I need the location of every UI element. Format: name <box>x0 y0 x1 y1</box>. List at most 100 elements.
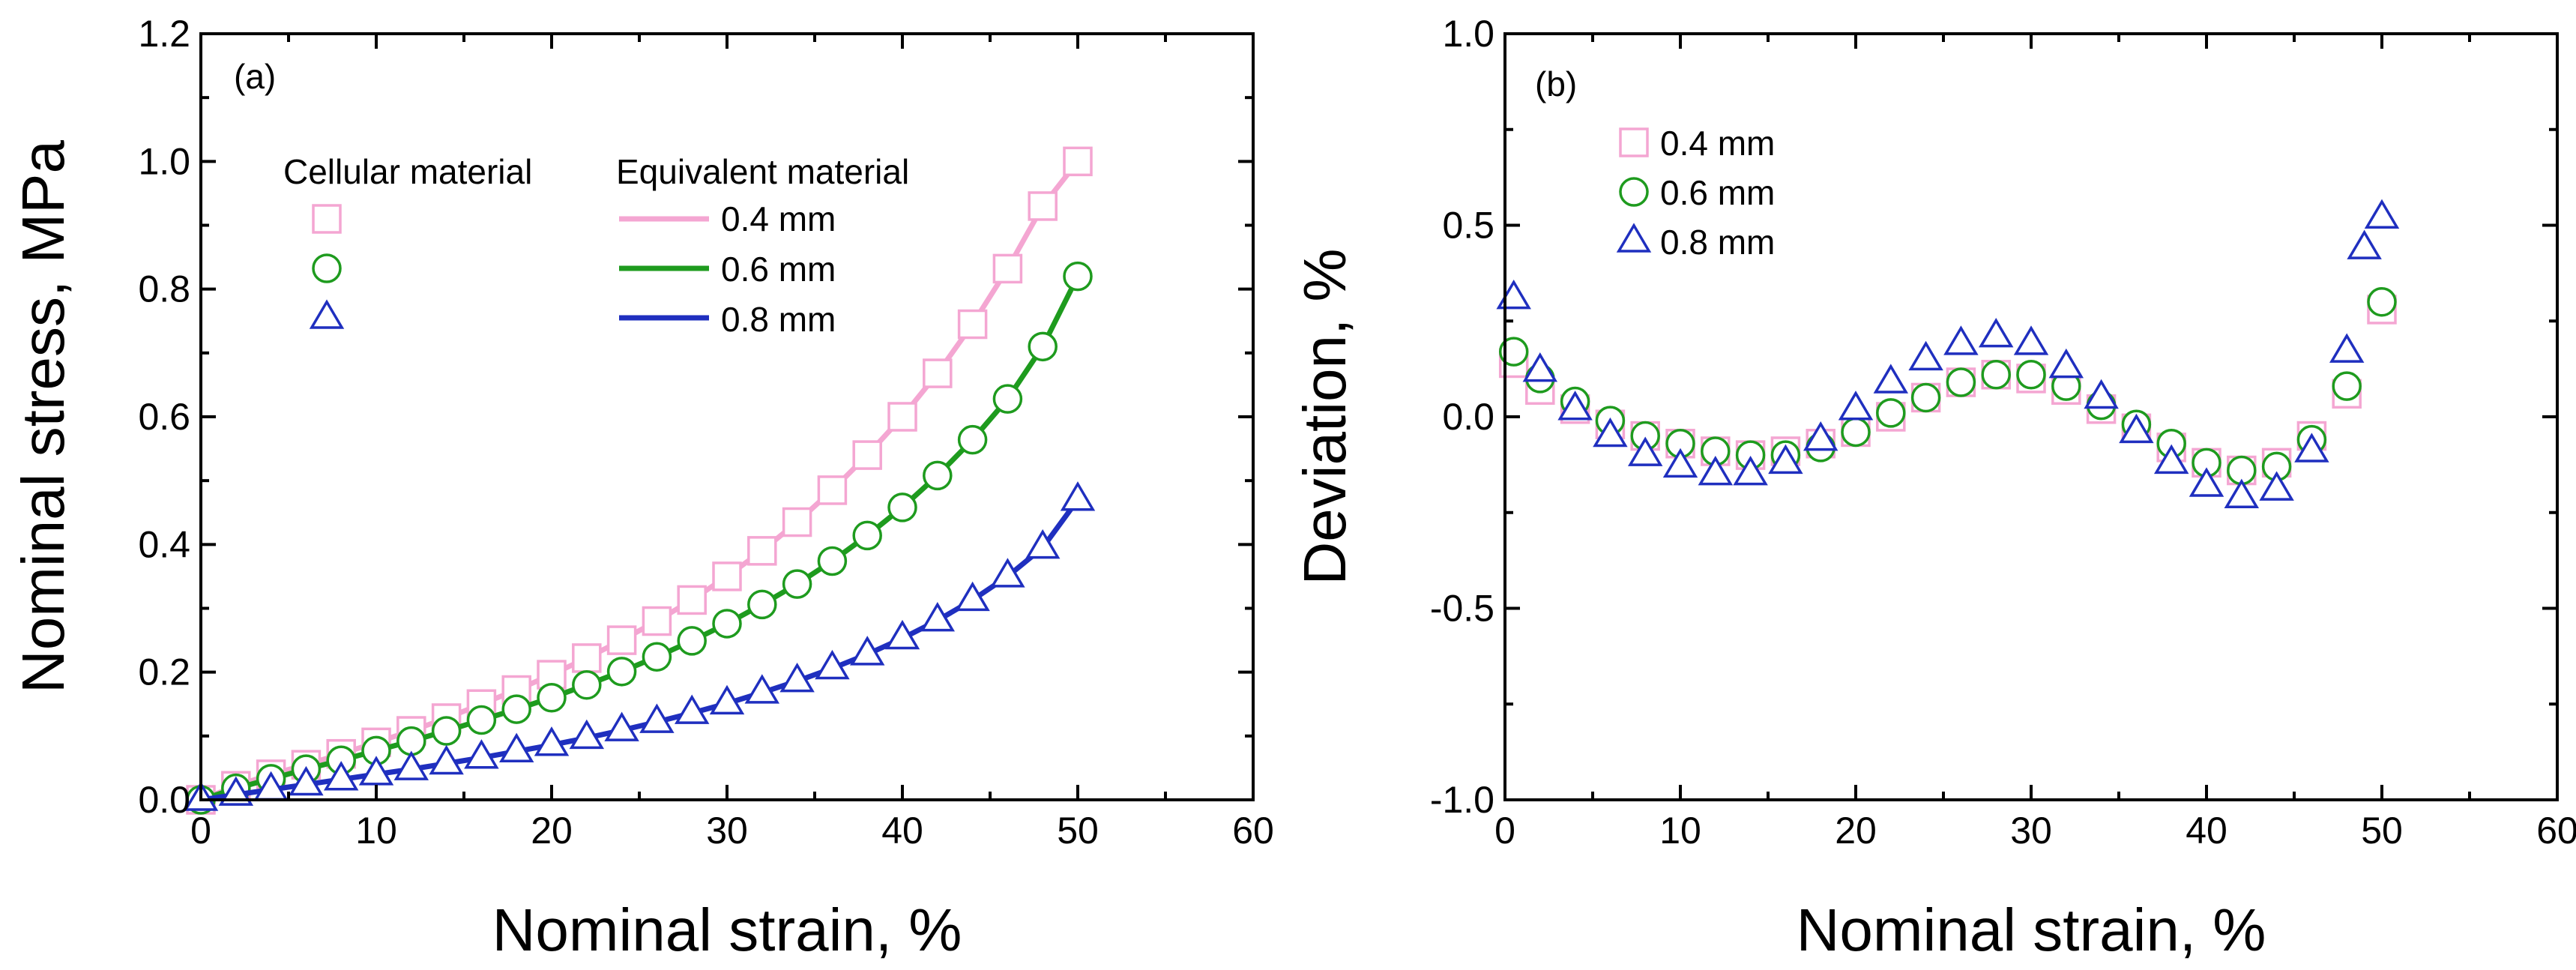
data-point-circle <box>1910 382 1941 413</box>
x-tick-label: 10 <box>1659 810 1701 852</box>
data-point-triangle <box>674 694 710 724</box>
data-point-triangle <box>2189 467 2224 497</box>
data-point-square <box>957 309 988 340</box>
panel-b-series-0-8-mm <box>1496 199 2400 509</box>
data-point-triangle <box>289 765 324 796</box>
data-point-circle <box>817 546 848 576</box>
data-point-triangle <box>2224 478 2260 509</box>
data-point-triangle <box>1593 417 1628 448</box>
legend-marker-circle <box>312 253 342 283</box>
x-tick-label: 0 <box>1494 810 1515 852</box>
legend-label-0-4mm: 0.4 mm <box>721 199 836 238</box>
data-point-triangle <box>2347 229 2382 259</box>
data-point-triangle <box>498 732 534 763</box>
data-point-triangle <box>1627 436 1663 466</box>
data-point-square <box>572 643 602 673</box>
panel-b-legend: 0.4 mm 0.6 mm 0.8 mm <box>1616 124 1775 262</box>
legend-marker-triangle <box>1616 223 1652 253</box>
x-tick-label: 40 <box>2186 810 2227 852</box>
x-tick-label: 60 <box>2536 810 2576 852</box>
data-point-triangle <box>1838 391 1874 421</box>
legend-label-0-4mm: 0.4 mm <box>1660 124 1775 163</box>
data-point-circle <box>782 569 812 599</box>
panel-a-stress-strain: 0 10 20 30 40 50 60 0.0 0.2 0.4 0.6 0.8 1.0 1.2 (a) N… <box>10 13 1274 963</box>
data-point-triangle <box>2153 444 2189 475</box>
data-point-triangle <box>1060 481 1096 511</box>
data-point-square <box>992 253 1023 284</box>
data-point-triangle <box>955 581 990 612</box>
data-point-circle <box>431 716 462 746</box>
legend-marker-circle <box>1619 177 1649 207</box>
data-point-circle <box>501 694 531 724</box>
data-point-triangle <box>2294 433 2329 463</box>
data-point-circle <box>887 492 917 522</box>
equivalent-fit-line <box>199 275 1081 803</box>
data-point-triangle <box>1662 448 1698 478</box>
legend-label-0-8mm: 0.8 mm <box>721 300 836 339</box>
data-point-triangle <box>1025 528 1061 559</box>
data-point-triangle <box>2329 333 2365 363</box>
data-point-triangle <box>604 711 639 741</box>
data-point-triangle <box>1943 325 1979 355</box>
data-point-square <box>747 536 777 566</box>
data-point-triangle <box>884 619 920 650</box>
data-point-circle <box>992 384 1023 414</box>
legend-header-equivalent: Equivalent material <box>616 152 909 191</box>
legend-marker-square <box>312 204 342 234</box>
data-point-triangle <box>2084 379 2119 409</box>
data-point-triangle <box>1908 340 1943 371</box>
data-point-square <box>817 475 848 505</box>
data-point-triangle <box>1522 352 1558 382</box>
data-point-square <box>642 606 672 636</box>
data-point-triangle <box>2048 348 2084 379</box>
panel-a-label: (a) <box>234 57 276 96</box>
data-point-triangle <box>534 726 570 756</box>
panel-b-label: (b) <box>1535 64 1577 103</box>
data-point-triangle <box>2119 413 2154 444</box>
panel-b-plot-frame <box>1503 32 2559 801</box>
data-point-square <box>1063 146 1093 177</box>
panel-b-series-0-6-mm <box>1498 286 2397 486</box>
panel-b-deviation: 0 10 20 30 40 50 60 -1.0 -0.5 0.0 0.5 1.0 (b) Nomin… <box>1291 13 2576 963</box>
y-tick-label: 0.2 <box>138 651 190 693</box>
data-point-square <box>606 625 637 655</box>
data-point-square <box>852 440 882 470</box>
legend-marker-triangle <box>309 299 345 329</box>
legend-line-column <box>619 216 709 321</box>
data-point-square <box>712 561 742 591</box>
legend-marker-square <box>1619 127 1649 157</box>
data-point-triangle <box>1978 318 2014 348</box>
data-point-triangle <box>1803 421 1839 451</box>
data-point-triangle <box>358 756 394 786</box>
data-point-circle <box>537 682 567 713</box>
y-tick-label: 1.0 <box>138 140 190 182</box>
x-tick-label: 40 <box>881 810 923 852</box>
data-point-square <box>677 585 707 615</box>
x-tick-label: 50 <box>1057 810 1099 852</box>
data-point-triangle <box>920 602 956 632</box>
y-tick-label: 0.0 <box>138 779 190 821</box>
data-point-triangle <box>744 674 780 704</box>
data-point-circle <box>642 642 672 672</box>
data-point-square <box>782 507 812 537</box>
panel-a-y-axis-label: Nominal stress, MPa <box>10 140 76 693</box>
panel-b-y-axis-label: Deviation, % <box>1291 248 1358 585</box>
x-tick-label: 50 <box>2361 810 2403 852</box>
panel-b-ticks: 0 10 20 30 40 50 60 -1.0 -0.5 0.0 0.5 1.0 <box>1430 13 2576 852</box>
panel-a-ticks: 0 10 20 30 40 50 60 0.0 0.2 0.4 0.6 0.8 1.0 1.2 <box>138 13 1273 852</box>
data-point-circle <box>852 520 882 551</box>
panel-a-series-0-6-mm <box>186 261 1093 815</box>
y-tick-label: 1.0 <box>1442 13 1494 55</box>
data-point-triangle <box>815 649 850 680</box>
y-tick-label: -0.5 <box>1430 588 1494 630</box>
data-point-square <box>923 358 953 388</box>
data-point-square <box>887 402 917 432</box>
legend-label-0-8mm: 0.8 mm <box>1660 223 1775 262</box>
data-point-triangle <box>323 761 359 791</box>
x-tick-label: 30 <box>706 810 748 852</box>
data-point-circle <box>606 657 637 687</box>
x-tick-label: 60 <box>1232 810 1274 852</box>
y-tick-label: 1.2 <box>138 13 190 55</box>
data-point-triangle <box>393 750 429 780</box>
